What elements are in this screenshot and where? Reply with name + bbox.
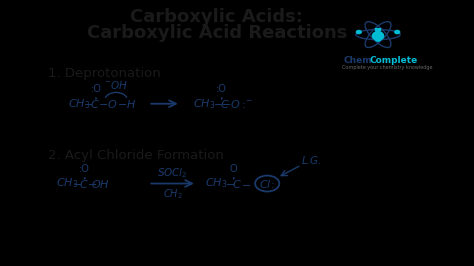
Text: $CH_3$: $CH_3$: [56, 177, 78, 190]
Text: $-H$: $-H$: [117, 98, 136, 110]
Text: $-\!C$: $-\!C$: [225, 177, 242, 190]
Text: Carboxylic Acid Reactions: Carboxylic Acid Reactions: [87, 24, 347, 42]
Text: $SOCl_2$: $SOCl_2$: [157, 167, 188, 180]
FancyBboxPatch shape: [375, 28, 381, 32]
Text: :O: :O: [216, 84, 227, 94]
Text: Complete your chemistry knowledge: Complete your chemistry knowledge: [342, 65, 432, 70]
Text: :O: :O: [79, 164, 90, 174]
Text: $OH$: $OH$: [91, 177, 109, 190]
Text: $CH_3$: $CH_3$: [68, 97, 90, 111]
Text: Complete: Complete: [370, 56, 418, 65]
Text: $-\!C$: $-\!C$: [213, 98, 230, 110]
Text: :O: :O: [91, 84, 101, 94]
Text: Carboxylic Acids:: Carboxylic Acids:: [130, 8, 303, 26]
Text: $CH_3$: $CH_3$: [192, 97, 215, 111]
Text: 1. Deprotonation: 1. Deprotonation: [47, 66, 160, 80]
Ellipse shape: [373, 32, 383, 40]
Text: O: O: [230, 164, 237, 174]
Text: $CH_2$: $CH_2$: [163, 187, 182, 201]
Text: Chem: Chem: [344, 56, 373, 65]
Text: $Cl\!:$: $Cl\!:$: [259, 177, 275, 190]
Circle shape: [375, 38, 381, 41]
Text: $-\!C\!-$: $-\!C\!-$: [83, 98, 109, 110]
Text: $CH_3$: $CH_3$: [205, 177, 227, 190]
Circle shape: [395, 31, 400, 34]
Text: $O$: $O$: [107, 98, 117, 110]
Text: $-\!C\!-$: $-\!C\!-$: [72, 177, 98, 190]
Text: $^{-}OH$: $^{-}OH$: [104, 79, 128, 91]
Text: 2. Acyl Chloride Formation: 2. Acyl Chloride Formation: [47, 149, 224, 162]
Text: $-O:\!^{-}$: $-O:\!^{-}$: [221, 98, 253, 110]
Circle shape: [356, 31, 361, 34]
Text: L.G.: L.G.: [301, 156, 322, 166]
Text: $-$: $-$: [241, 178, 251, 189]
